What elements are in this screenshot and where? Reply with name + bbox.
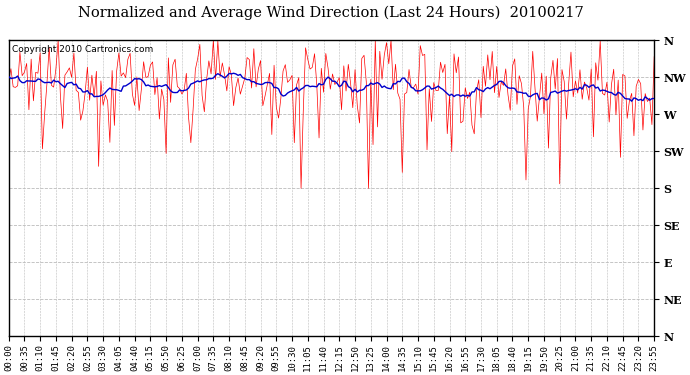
Text: Copyright 2010 Cartronics.com: Copyright 2010 Cartronics.com [12,45,153,54]
Text: Normalized and Average Wind Direction (Last 24 Hours)  20100217: Normalized and Average Wind Direction (L… [79,6,584,20]
